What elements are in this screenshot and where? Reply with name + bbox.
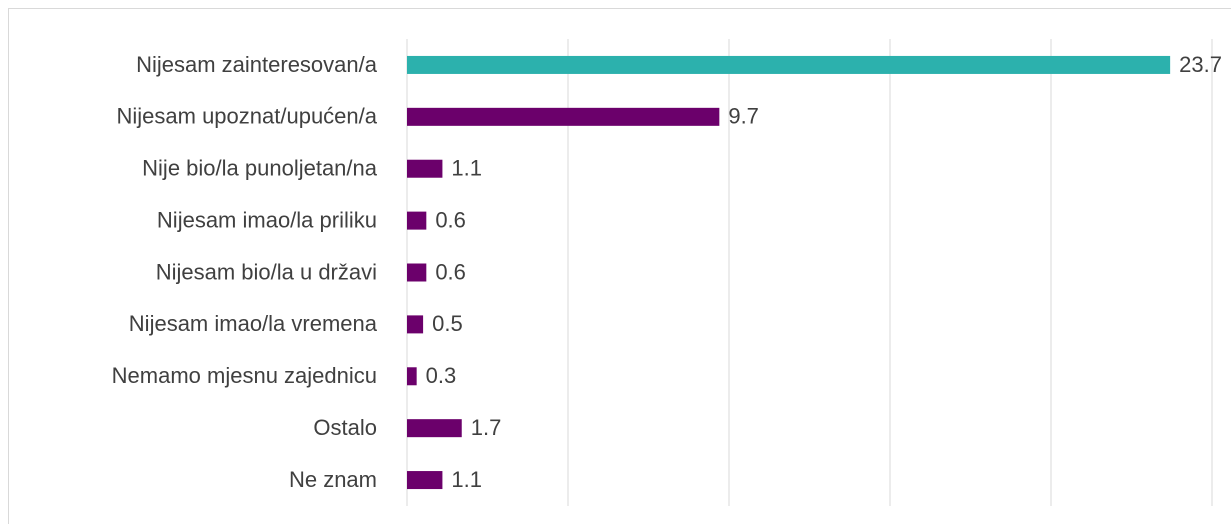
bar bbox=[407, 211, 427, 230]
chart-frame bbox=[8, 8, 1231, 524]
category-label: Nijesam zainteresovan/a bbox=[136, 52, 378, 77]
category-label: Nijesam imao/la vremena bbox=[129, 311, 378, 336]
value-label: 0.6 bbox=[435, 207, 466, 232]
value-label: 23.7 bbox=[1179, 52, 1222, 77]
bar bbox=[407, 367, 417, 386]
category-label: Ostalo bbox=[313, 415, 377, 440]
bar bbox=[407, 55, 1171, 74]
category-label: Nemamo mjesnu zajednicu bbox=[112, 363, 377, 388]
value-label: 1.7 bbox=[471, 415, 502, 440]
value-label: 0.3 bbox=[426, 363, 457, 388]
value-label: 1.1 bbox=[451, 156, 482, 181]
bar bbox=[407, 107, 720, 126]
value-label: 0.5 bbox=[432, 311, 463, 336]
bar bbox=[407, 263, 427, 282]
value-label: 0.6 bbox=[435, 259, 466, 284]
value-label: 1.1 bbox=[451, 467, 482, 492]
bar bbox=[407, 315, 424, 334]
category-label: Nijesam bio/la u državi bbox=[156, 259, 377, 284]
bar bbox=[407, 159, 443, 178]
category-label: Nijesam imao/la priliku bbox=[157, 207, 377, 232]
category-label: Ne znam bbox=[289, 467, 377, 492]
bar bbox=[407, 471, 443, 490]
category-label: Nije bio/la punoljetan/na bbox=[142, 156, 378, 181]
value-label: 9.7 bbox=[728, 104, 759, 129]
bar bbox=[407, 419, 462, 438]
category-label: Nijesam upoznat/upućen/a bbox=[117, 104, 378, 129]
